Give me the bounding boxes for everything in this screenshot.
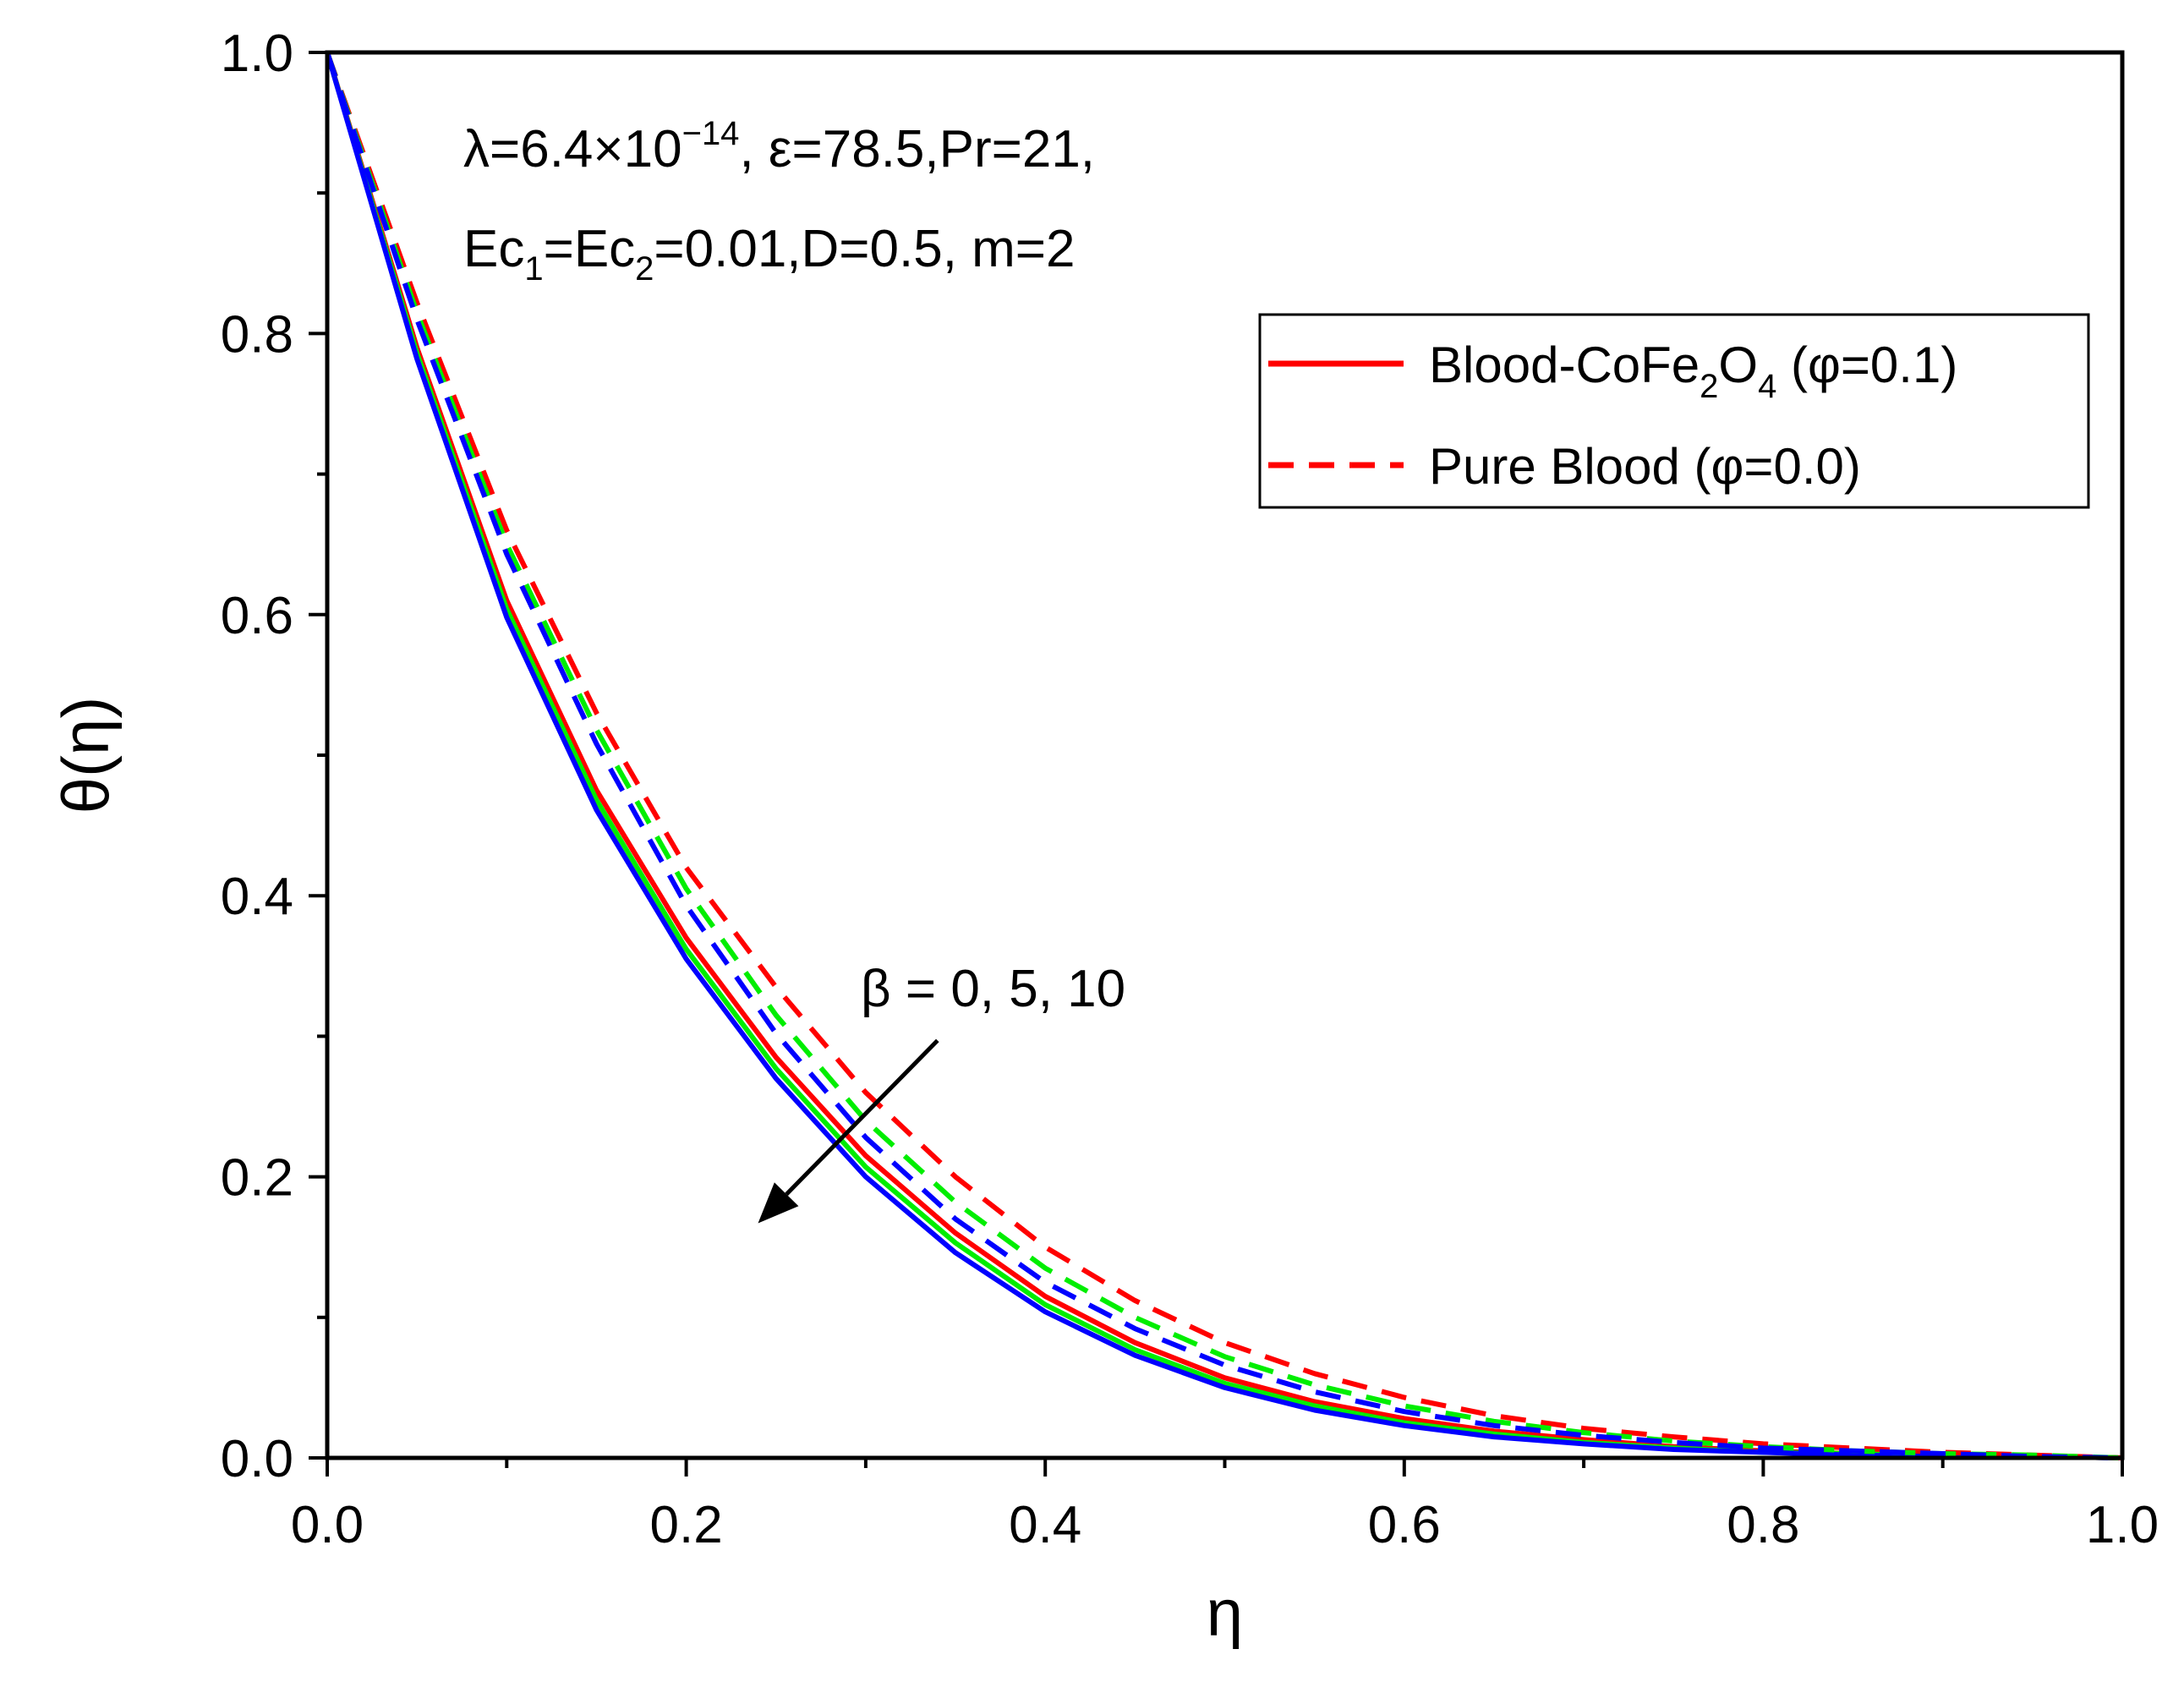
legend-label-pure-blood: Pure Blood (φ=0.0) bbox=[1429, 438, 1861, 495]
x-tick-label: 0.2 bbox=[649, 1496, 722, 1554]
param-ec: Ec bbox=[463, 220, 524, 278]
y-tick-labels: 0.0 0.2 0.4 0.6 0.8 1.0 bbox=[221, 25, 293, 1488]
param-exponent: −14 bbox=[682, 115, 740, 152]
y-tick-label: 0.0 bbox=[221, 1430, 293, 1488]
x-tick-label: 1.0 bbox=[2086, 1496, 2159, 1554]
legend-box bbox=[1258, 313, 2090, 509]
x-tick-labels: 0.0 0.2 0.4 0.6 0.8 1.0 bbox=[291, 1496, 2159, 1554]
param-eq-ec: =Ec bbox=[544, 220, 636, 278]
legend: Blood-CoFe2O4 (φ=0.1) Pure Blood (φ=0.0) bbox=[1258, 313, 2090, 509]
param-tail: =0.01,D=0.5, m=2 bbox=[654, 220, 1075, 278]
x-tick-label: 0.6 bbox=[1368, 1496, 1441, 1554]
x-tick-label: 0.4 bbox=[1009, 1496, 1081, 1554]
x-tick-label: 0.8 bbox=[1727, 1496, 1799, 1554]
legend-label-blood-cofe2o4: Blood-CoFe2O4 (φ=0.1) bbox=[1429, 337, 1957, 405]
beta-label: β = 0, 5, 10 bbox=[861, 960, 1125, 1018]
param-rest: , ε=78.5,Pr=21, bbox=[739, 120, 1095, 178]
y-tick-label: 1.0 bbox=[221, 25, 293, 83]
y-tick-label: 0.4 bbox=[221, 868, 293, 926]
parameter-annotation-line-1: λ=6.4×10−14, ε=78.5,Pr=21, bbox=[463, 115, 1095, 178]
y-axis-title: θ(η) bbox=[48, 697, 123, 814]
series-line-dashed-3 bbox=[325, 51, 2123, 1460]
param-ec-sub2: 2 bbox=[635, 250, 654, 288]
y-tick-label: 0.8 bbox=[221, 305, 293, 364]
y-tick-label: 0.2 bbox=[221, 1149, 293, 1208]
x-axis-title: η bbox=[1207, 1575, 1243, 1650]
series-layer bbox=[325, 51, 2123, 1460]
series-line-dashed-5 bbox=[325, 52, 2123, 1460]
beta-trend-arrow bbox=[785, 1038, 939, 1196]
param-ec-sub1: 1 bbox=[524, 250, 543, 288]
parameter-annotation-line-2: Ec1=Ec2=0.01,D=0.5, m=2 bbox=[463, 220, 1075, 288]
beta-arrowhead bbox=[758, 1182, 799, 1224]
y-tick-label: 0.6 bbox=[221, 587, 293, 645]
series-line-solid-2 bbox=[325, 52, 2123, 1460]
param-lambda: λ=6.4×10 bbox=[463, 120, 682, 178]
ticks-layer bbox=[309, 51, 2124, 1477]
x-tick-label: 0.0 bbox=[291, 1496, 364, 1554]
